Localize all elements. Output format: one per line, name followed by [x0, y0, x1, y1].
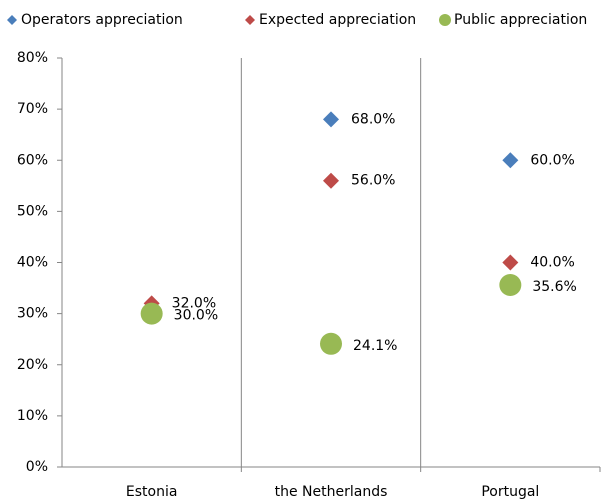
data-point [323, 172, 339, 189]
data-label: 60.0% [530, 152, 574, 168]
data-point [502, 254, 519, 271]
y-tick-label: 60% [17, 152, 48, 168]
y-tick-label: 10% [17, 408, 48, 424]
legend-marker [439, 14, 451, 26]
data-point [499, 273, 522, 296]
y-tick-label: 70% [17, 101, 48, 117]
data-point [323, 111, 339, 128]
y-tick-label: 30% [17, 306, 48, 322]
data-label: 56.0% [351, 173, 395, 189]
legend-marker [7, 15, 17, 25]
data-label: 24.1% [353, 338, 397, 354]
legend-marker [245, 15, 255, 25]
legend-label: Public appreciation [454, 12, 587, 28]
data-label: 68.0% [351, 111, 395, 127]
legend-label: Expected appreciation [259, 12, 416, 28]
data-point [502, 152, 519, 169]
data-point [140, 302, 163, 325]
x-tick-label: Portugal [481, 484, 539, 500]
data-label: 40.0% [530, 255, 574, 271]
y-tick-label: 50% [17, 203, 48, 219]
data-point [320, 332, 342, 355]
y-tick-label: 0% [26, 459, 48, 475]
data-label: 30.0% [174, 308, 218, 324]
y-tick-label: 40% [17, 255, 48, 271]
x-tick-label: the Netherlands [275, 484, 388, 500]
data-label: 35.6% [532, 279, 576, 295]
y-tick-label: 80% [17, 50, 48, 66]
x-tick-label: Estonia [126, 484, 178, 500]
y-tick-label: 20% [17, 357, 48, 373]
data-label: 32.0% [172, 295, 216, 311]
legend-label: Operators appreciation [21, 12, 183, 28]
